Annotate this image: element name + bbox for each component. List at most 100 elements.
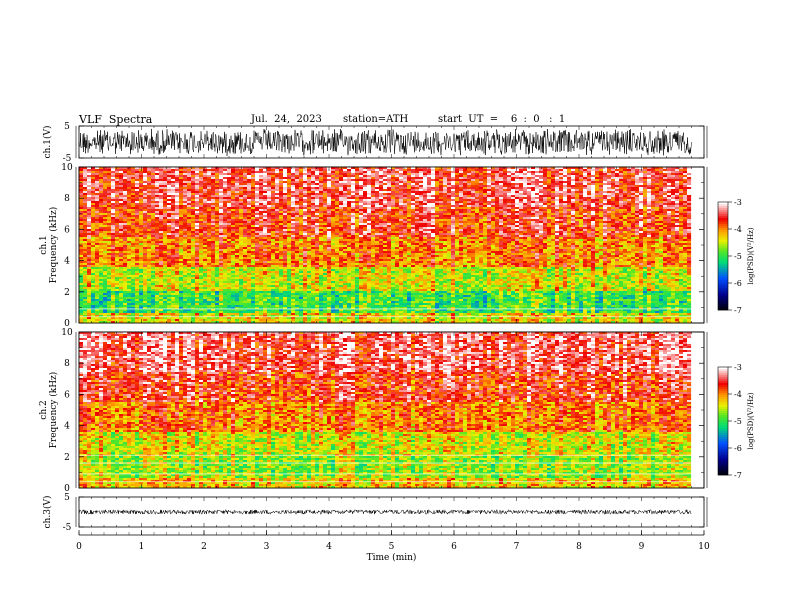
psd-cell	[167, 183, 172, 186]
psd-cell	[523, 171, 528, 174]
psd-cell	[343, 173, 348, 176]
psd-cell	[499, 173, 504, 176]
psd-cell	[343, 203, 348, 206]
psd-cell	[567, 187, 572, 190]
psd-cell	[635, 195, 640, 198]
psd-cell	[679, 219, 684, 222]
psd-cell	[123, 171, 128, 174]
psd-cell	[263, 173, 268, 176]
psd-cell	[263, 231, 268, 234]
psd-cell	[411, 181, 416, 184]
psd-cell	[187, 221, 192, 224]
psd-cell	[271, 219, 276, 222]
psd-cell	[399, 191, 404, 194]
psd-cell	[383, 227, 388, 230]
psd-cell	[583, 169, 588, 172]
psd-cell	[319, 203, 324, 206]
psd-cell	[195, 179, 200, 182]
psd-cell	[103, 175, 108, 178]
psd-cell	[663, 173, 668, 176]
psd-cell	[187, 229, 192, 232]
psd-cell	[471, 183, 476, 186]
psd-cell	[519, 169, 524, 172]
psd-cell	[191, 229, 196, 232]
psd-cell	[115, 171, 120, 174]
psd-cell	[119, 169, 124, 172]
psd-cell	[451, 179, 456, 182]
psd-cell	[367, 189, 372, 192]
psd-cell	[535, 219, 540, 222]
psd-cell	[415, 173, 420, 176]
psd-cell	[443, 209, 448, 212]
psd-cell	[507, 201, 512, 204]
psd-cell	[323, 217, 328, 220]
psd-cell	[163, 167, 168, 170]
psd-cell	[327, 217, 332, 220]
psd-cell	[307, 191, 312, 194]
psd-cell	[195, 223, 200, 226]
psd-cell	[531, 201, 536, 204]
psd-cell	[235, 187, 240, 190]
psd-cell	[267, 203, 272, 206]
psd-cell	[383, 223, 388, 226]
psd-cell	[207, 221, 212, 224]
psd-cell	[307, 221, 312, 224]
psd-cell	[471, 201, 476, 204]
psd-cell	[651, 195, 656, 198]
psd-cell	[351, 223, 356, 226]
psd-cell	[163, 183, 168, 186]
psd-cell	[531, 227, 536, 230]
psd-cell	[427, 171, 432, 174]
psd-cell	[539, 225, 544, 228]
psd-cell	[195, 181, 200, 184]
psd-cell	[655, 215, 660, 218]
psd-cell	[635, 221, 640, 224]
psd-cell	[335, 175, 340, 178]
psd-cell	[183, 183, 188, 186]
psd-cell	[579, 205, 584, 208]
psd-cell	[371, 211, 376, 214]
psd-cell	[687, 199, 692, 202]
psd-cell	[255, 187, 260, 190]
psd-cell	[579, 209, 584, 212]
psd-cell	[451, 171, 456, 174]
psd-cell	[371, 221, 376, 224]
psd-cell	[263, 201, 268, 204]
psd-cell	[95, 171, 100, 174]
psd-cell	[475, 217, 480, 220]
psd-cell	[475, 197, 480, 200]
psd-cell	[579, 189, 584, 192]
psd-cell	[539, 207, 544, 210]
psd-cell	[139, 195, 144, 198]
psd-cell	[455, 177, 460, 180]
psd-cell	[455, 221, 460, 224]
psd-cell	[239, 225, 244, 228]
psd-cell	[279, 225, 284, 228]
psd-cell	[531, 197, 536, 200]
psd-cell	[251, 175, 256, 178]
psd-cell	[211, 191, 216, 194]
psd-cell	[299, 225, 304, 228]
psd-cell	[631, 179, 636, 182]
psd-cell	[119, 217, 124, 220]
psd-cell	[231, 187, 236, 190]
psd-cell	[203, 195, 208, 198]
psd-cell	[363, 167, 368, 170]
psd-cell	[323, 223, 328, 226]
psd-cell	[575, 183, 580, 186]
psd-cell	[471, 175, 476, 178]
psd-cell	[647, 207, 652, 210]
psd-cell	[331, 217, 336, 220]
psd-cell	[139, 217, 144, 220]
psd-cell	[223, 193, 228, 196]
psd-cell	[459, 223, 464, 226]
psd-cell	[339, 197, 344, 200]
psd-cell	[363, 193, 368, 196]
psd-cell	[127, 203, 132, 206]
psd-cell	[643, 205, 648, 208]
psd-cell	[171, 211, 176, 214]
psd-cell	[447, 197, 452, 200]
psd-cell	[183, 193, 188, 196]
psd-cell	[399, 183, 404, 186]
psd-cell	[251, 187, 256, 190]
